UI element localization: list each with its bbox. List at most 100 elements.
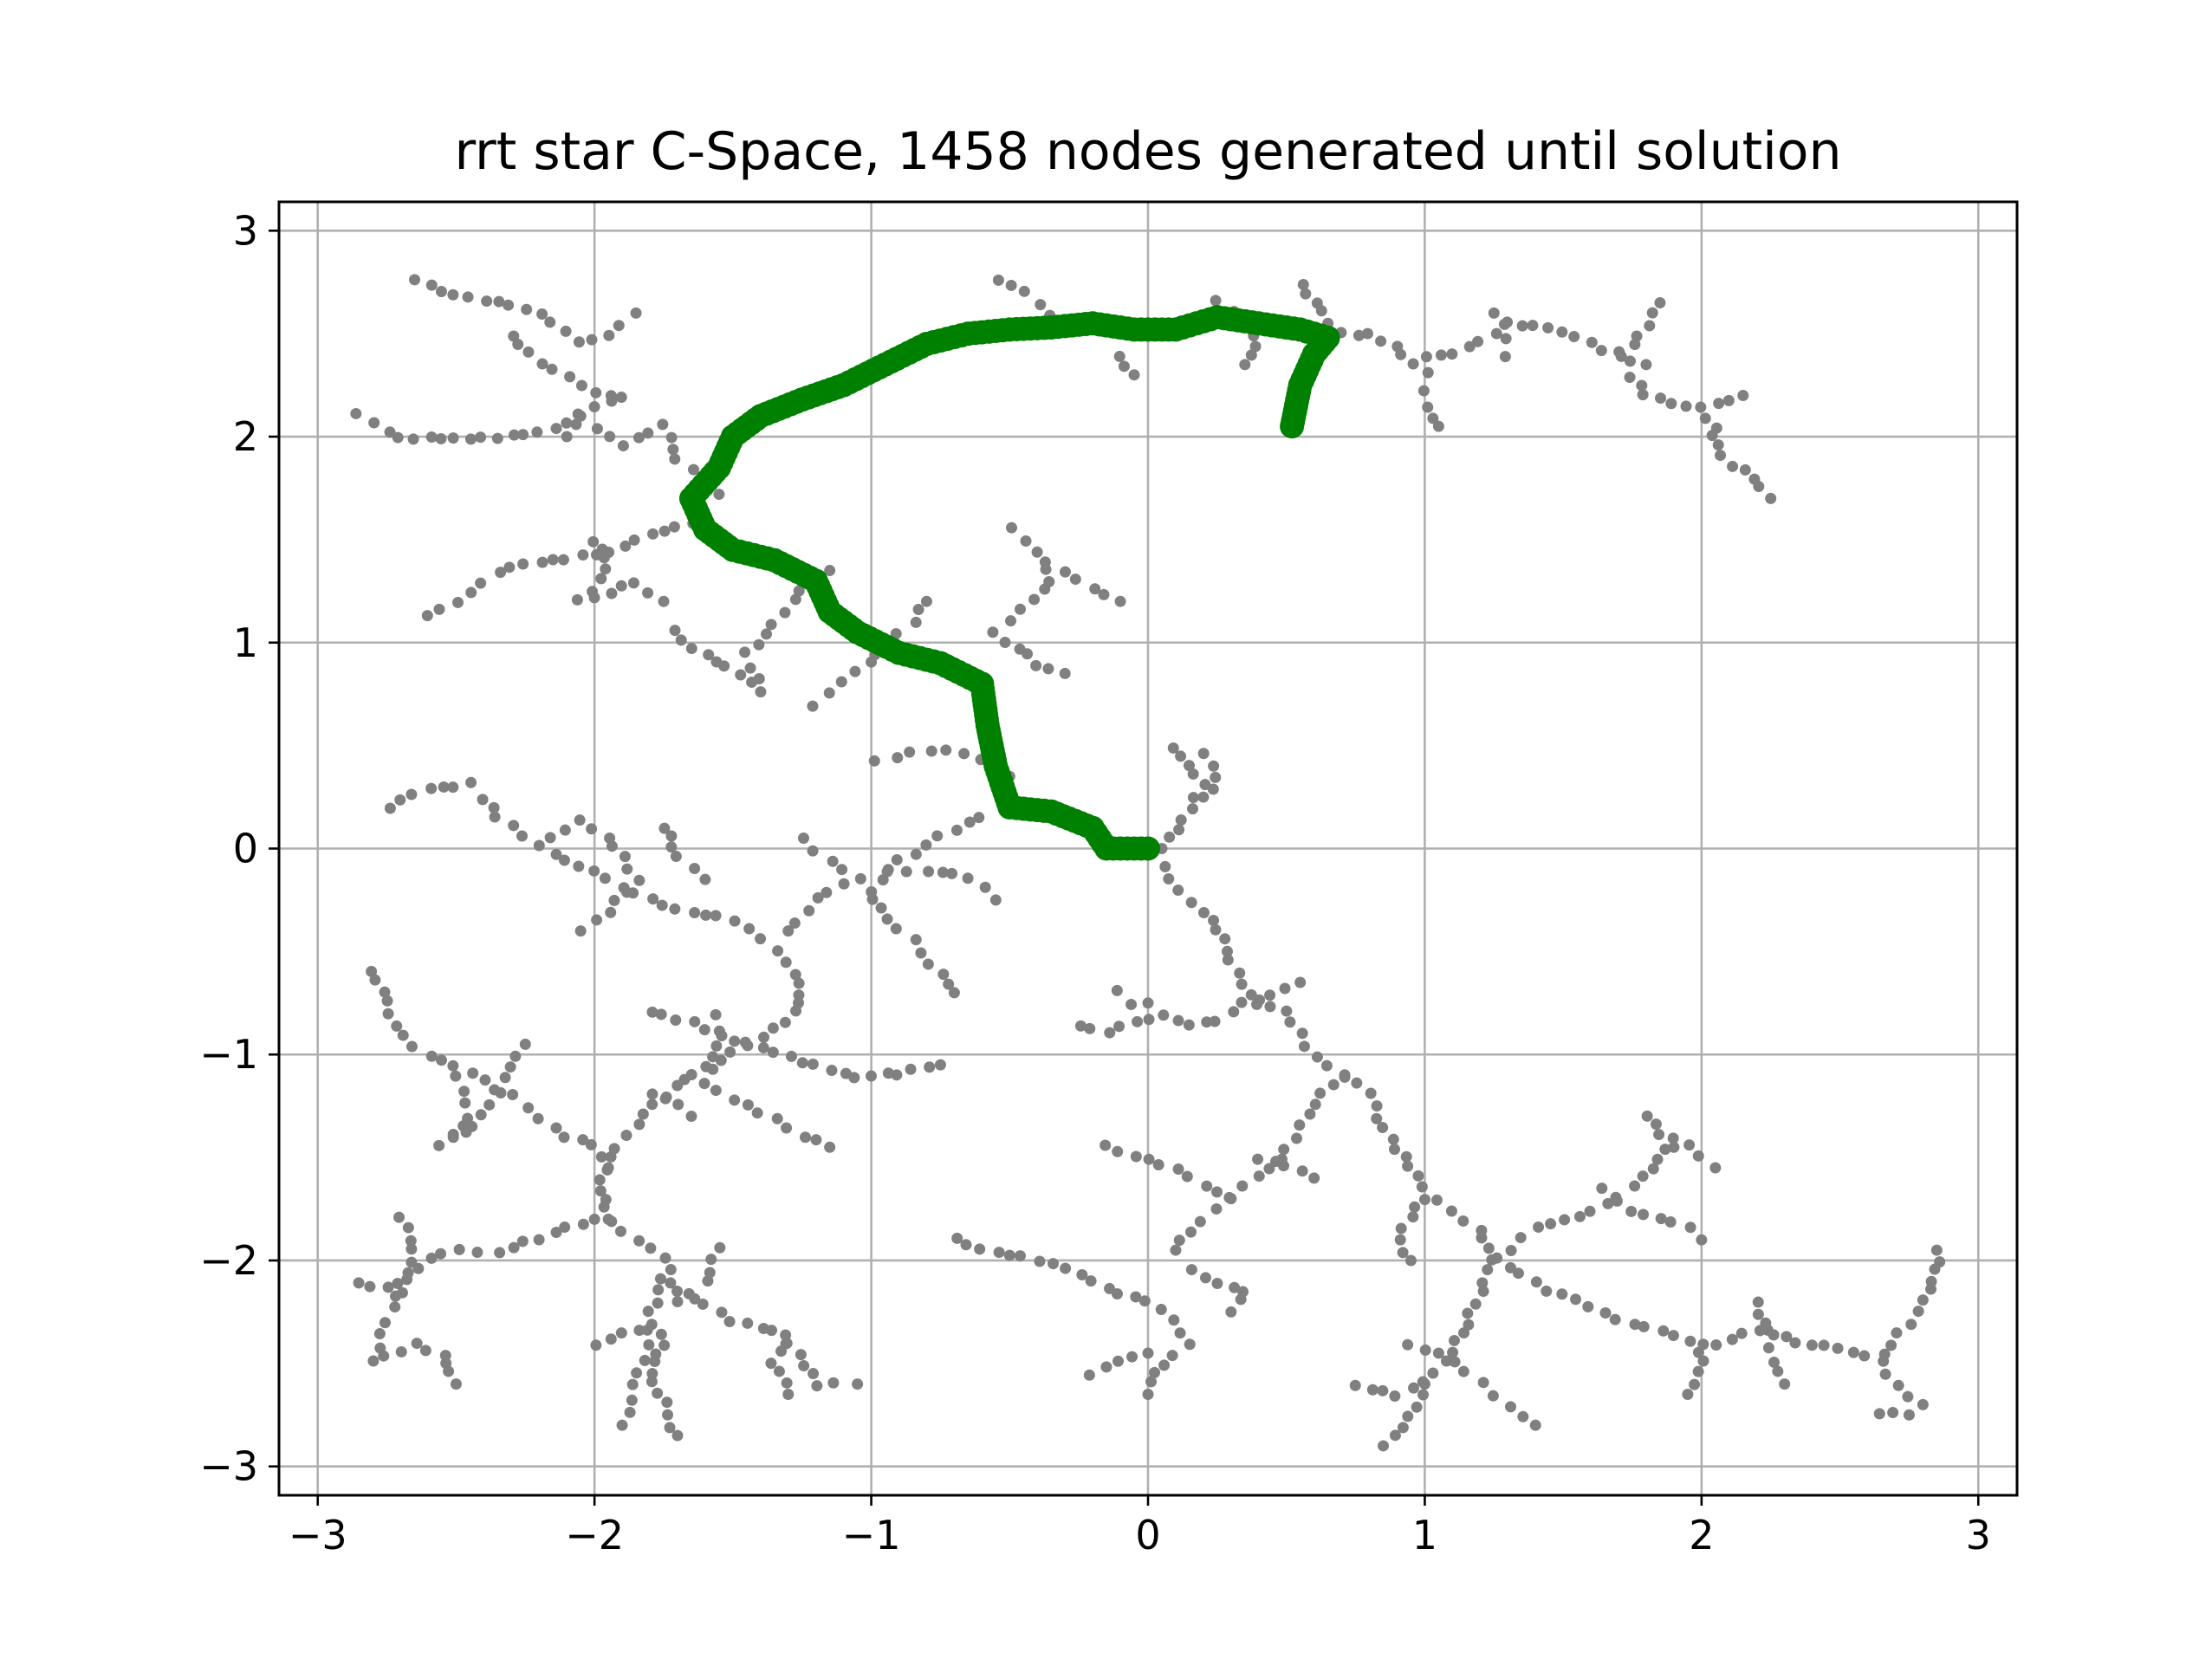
tree-node	[1781, 1331, 1793, 1343]
tree-node	[989, 894, 1002, 906]
tree-node	[550, 1226, 562, 1238]
tree-node	[1684, 1335, 1696, 1347]
tree-node	[1887, 1407, 1899, 1419]
tree-node	[1417, 385, 1430, 397]
tree-node	[1735, 1327, 1748, 1339]
tree-node	[606, 395, 618, 407]
tree-node	[645, 1376, 658, 1388]
tree-node	[1765, 492, 1777, 504]
x-tick-label-4: 1	[1412, 1512, 1437, 1559]
tree-node	[1500, 333, 1512, 345]
tree-node	[1878, 1348, 1891, 1360]
tree-node	[1659, 1144, 1671, 1156]
tree-node	[742, 1040, 754, 1052]
tree-node	[642, 586, 654, 599]
tree-node	[647, 528, 659, 540]
tree-node	[379, 1317, 391, 1329]
tree-node	[1737, 389, 1749, 401]
tree-node	[483, 1098, 496, 1111]
tree-node	[1209, 1015, 1221, 1027]
tree-node	[621, 863, 633, 875]
tree-node	[807, 845, 819, 857]
tree-node	[621, 886, 633, 898]
tree-node	[435, 432, 447, 444]
tree-node	[590, 386, 602, 399]
tree-node	[718, 660, 730, 672]
tree-node	[1668, 1141, 1680, 1153]
tree-node	[564, 371, 576, 383]
tree-node	[1476, 1277, 1489, 1289]
tree-node	[943, 978, 955, 990]
tree-node	[771, 1112, 783, 1124]
tree-node	[1458, 1327, 1470, 1339]
tree-node	[1752, 1296, 1764, 1308]
tree-node	[458, 1085, 470, 1098]
tree-node	[606, 840, 618, 852]
tree-node	[379, 986, 391, 998]
tree-node	[1100, 1139, 1112, 1151]
tree-node	[940, 744, 952, 756]
tree-node	[393, 1211, 405, 1223]
tree-node	[491, 432, 503, 444]
tree-node	[467, 1067, 479, 1079]
tree-node	[1430, 1194, 1443, 1206]
tree-node	[508, 429, 520, 441]
tree-node	[495, 1087, 507, 1099]
tree-node	[1005, 279, 1017, 291]
tree-node	[979, 881, 991, 893]
tree-node	[367, 1355, 379, 1367]
tree-node	[1378, 1440, 1390, 1452]
tree-node	[665, 431, 678, 444]
tree-node	[826, 1065, 838, 1077]
tree-node	[925, 745, 937, 757]
tree-node	[781, 1122, 793, 1134]
tree-node	[689, 907, 701, 919]
tree-node	[796, 1057, 808, 1069]
tree-node	[1420, 351, 1432, 363]
tree-node	[615, 580, 627, 592]
tree-node	[661, 1397, 673, 1409]
tree-node	[1197, 907, 1210, 919]
tree-node	[1584, 1205, 1596, 1217]
tree-node	[1407, 1211, 1419, 1223]
tree-node	[384, 426, 396, 438]
tree-node	[685, 1111, 697, 1123]
tree-node	[1349, 1379, 1361, 1391]
tree-node	[1083, 1369, 1095, 1381]
x-tick-label-6: 3	[1966, 1512, 1991, 1559]
tree-node	[571, 593, 583, 606]
tree-node	[462, 291, 474, 303]
tree-node	[1138, 1295, 1151, 1307]
tree-node	[1201, 1016, 1213, 1028]
tree-node	[1527, 320, 1539, 332]
tree-node	[1236, 1180, 1249, 1192]
tree-node	[1647, 1163, 1659, 1175]
tree-node	[1034, 1255, 1046, 1267]
tree-node	[1284, 1016, 1296, 1028]
tree-node	[951, 1232, 963, 1244]
tree-node	[670, 1014, 682, 1026]
tree-node	[1683, 1139, 1696, 1151]
tree-node	[1389, 1390, 1401, 1403]
tree-node	[425, 1050, 438, 1062]
tree-node	[475, 577, 487, 589]
tree-node	[1596, 1183, 1608, 1195]
tree-node	[1609, 1313, 1621, 1325]
tree-node	[1175, 750, 1187, 762]
tree-node	[865, 1070, 877, 1082]
tree-node	[705, 1254, 717, 1266]
tree-node	[1040, 563, 1052, 575]
tree-node	[471, 1247, 483, 1259]
tree-node	[1059, 566, 1071, 578]
tree-node	[729, 915, 741, 927]
tree-node	[946, 867, 958, 879]
tree-node	[1069, 574, 1081, 586]
axis-ticks: −3 −2 −1 0 1 2 3 −3 −2 −1 0 1 2 3	[199, 207, 1991, 1559]
tree-node	[649, 1356, 661, 1368]
tree-node	[1818, 1339, 1830, 1351]
tree-node	[1185, 1226, 1197, 1238]
tree-node	[433, 1139, 445, 1151]
tree-node	[910, 934, 922, 946]
tree-node	[875, 902, 887, 914]
tree-node	[766, 1325, 778, 1337]
